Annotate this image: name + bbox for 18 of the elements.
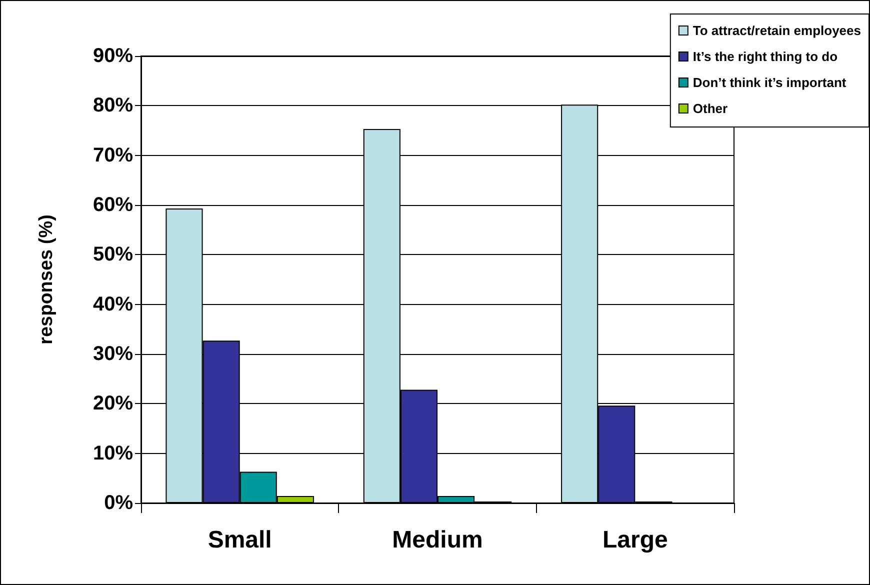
y-tick-label: 30% (92, 343, 134, 365)
legend-label: Other (692, 101, 728, 116)
y-tick-label: 60% (92, 194, 134, 216)
legend-label: Don’t think it’s important (692, 75, 847, 90)
legend-label: It’s the right thing to do (692, 49, 838, 64)
y-tick-label: 0% (104, 492, 134, 514)
y-tick-label: 80% (92, 94, 134, 117)
legend-label: To attract/retain employees (692, 23, 861, 38)
y-tick-label: 40% (92, 293, 134, 316)
y-tick-label: 10% (92, 442, 134, 464)
y-tick-label: 50% (92, 244, 134, 266)
y-tick-label: 70% (92, 144, 134, 166)
y-tick-label: 20% (92, 392, 134, 415)
x-tick-label: Medium (392, 526, 483, 554)
y-axis-title: responses (%) (36, 214, 57, 344)
x-tick-label: Large (602, 526, 668, 554)
x-tick-label: Small (208, 526, 272, 554)
y-tick-label: 90% (92, 45, 134, 67)
